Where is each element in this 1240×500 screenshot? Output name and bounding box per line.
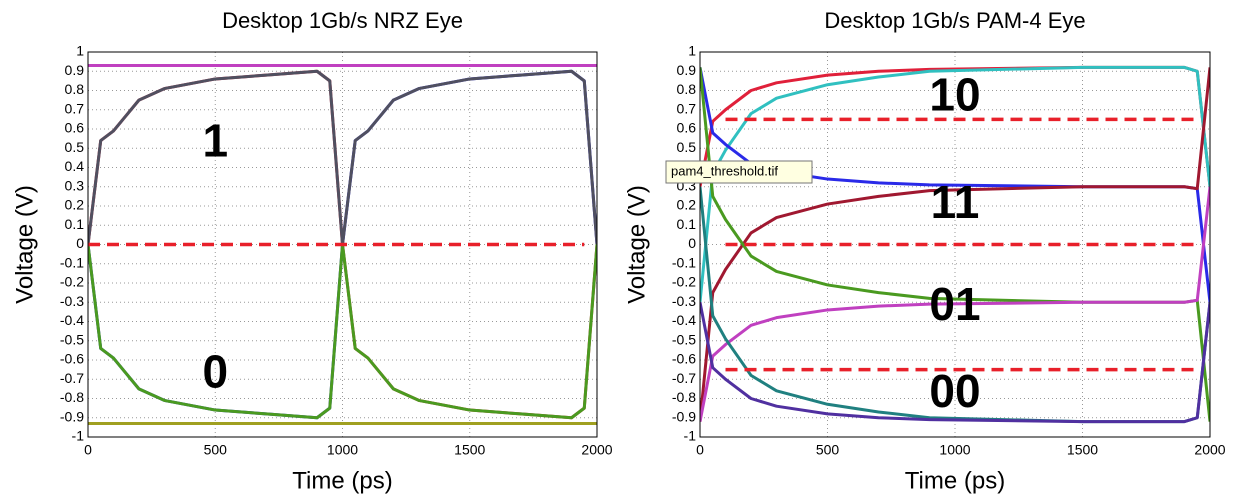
y-tick-label: 1 — [688, 43, 696, 59]
annotation: 00 — [929, 365, 980, 417]
y-axis-label: Voltage (V) — [11, 185, 38, 304]
plot-frame — [87, 51, 598, 438]
x-tick-label: 2000 — [1194, 442, 1225, 458]
plot — [88, 63, 597, 426]
x-tick-label: 1000 — [327, 442, 358, 458]
annotation: 10 — [929, 68, 980, 120]
y-tick-label: 0.8 — [65, 81, 85, 97]
y-tick-label: -0.8 — [672, 389, 696, 405]
tooltip: pam4_threshold.tif — [665, 160, 813, 184]
y-tick-label: -0.5 — [60, 331, 84, 347]
y-tick-label: -0.6 — [60, 351, 84, 367]
y-tick-label: 0.7 — [677, 100, 697, 116]
x-tick-label: 1500 — [1067, 442, 1098, 458]
tooltip-text: pam4_threshold.tif — [671, 163, 778, 178]
x-axis-label: Time (ps) — [292, 467, 392, 494]
y-tick-label: -0.4 — [672, 312, 696, 328]
annotation: 0 — [202, 346, 228, 398]
y-tick-label: -0.3 — [672, 293, 696, 309]
y-tick-label: 0.4 — [65, 158, 85, 174]
y-tick-label: 0.3 — [65, 177, 85, 193]
y-tick-label: 0.2 — [677, 197, 697, 213]
y-tick-label: -0.1 — [60, 254, 84, 270]
plot — [700, 65, 1210, 424]
plot-frame — [699, 51, 1211, 438]
trace — [700, 67, 1210, 422]
chart-title: Desktop 1Gb/s NRZ Eye — [222, 8, 463, 33]
x-tick-label: 500 — [204, 442, 228, 458]
y-tick-label: -0.5 — [672, 331, 696, 347]
x-tick-label: 0 — [696, 442, 704, 458]
y-tick-label: -0.1 — [672, 254, 696, 270]
annotation: 01 — [929, 278, 980, 330]
y-tick-label: 0.6 — [677, 120, 697, 136]
y-tick-label: 0 — [76, 235, 84, 251]
y-tick-label: -0.2 — [672, 274, 696, 290]
y-tick-label: 0.7 — [65, 100, 85, 116]
y-tick-label: -1 — [684, 428, 697, 444]
trace — [700, 301, 1210, 424]
y-tick-label: 0.6 — [65, 120, 85, 136]
x-tick-label: 0 — [84, 442, 92, 458]
y-tick-label: 0.5 — [677, 139, 697, 155]
y-tick-label: -0.9 — [672, 408, 696, 424]
y-tick-label: 1 — [76, 43, 84, 59]
y-tick-label: 0.8 — [677, 81, 697, 97]
x-tick-label: 500 — [816, 442, 840, 458]
trace — [88, 243, 597, 420]
y-tick-label: -0.4 — [60, 312, 84, 328]
y-tick-label: -1 — [72, 428, 85, 444]
y-tick-label: 0.1 — [65, 216, 85, 232]
y-tick-label: 0.2 — [65, 197, 85, 213]
y-tick-label: -0.8 — [60, 389, 84, 405]
tooltip-box — [665, 160, 813, 184]
y-tick-label: -0.3 — [60, 293, 84, 309]
y-tick-label: -0.2 — [60, 274, 84, 290]
y-tick-label: -0.7 — [672, 370, 696, 386]
y-tick-label: -0.6 — [672, 351, 696, 367]
x-tick-label: 2000 — [581, 442, 612, 458]
y-tick-label: 0.5 — [65, 139, 85, 155]
y-tick-label: 0.9 — [65, 62, 85, 78]
chart-title: Desktop 1Gb/s PAM-4 Eye — [824, 8, 1085, 33]
y-tick-label: 0.9 — [677, 62, 697, 78]
x-tick-label: 1500 — [454, 442, 485, 458]
annotation: 1 — [202, 115, 228, 167]
y-tick-label: 0 — [688, 235, 696, 251]
trace — [700, 186, 1210, 422]
x-axis-label: Time (ps) — [905, 467, 1005, 494]
annotation: 11 — [931, 176, 980, 228]
trace — [88, 69, 597, 246]
y-tick-label: -0.9 — [60, 408, 84, 424]
trace — [700, 65, 1210, 303]
y-tick-label: 0.1 — [677, 216, 697, 232]
x-tick-label: 1000 — [939, 442, 970, 458]
y-tick-label: -0.7 — [60, 370, 84, 386]
y-axis-label: Voltage (V) — [623, 185, 650, 304]
